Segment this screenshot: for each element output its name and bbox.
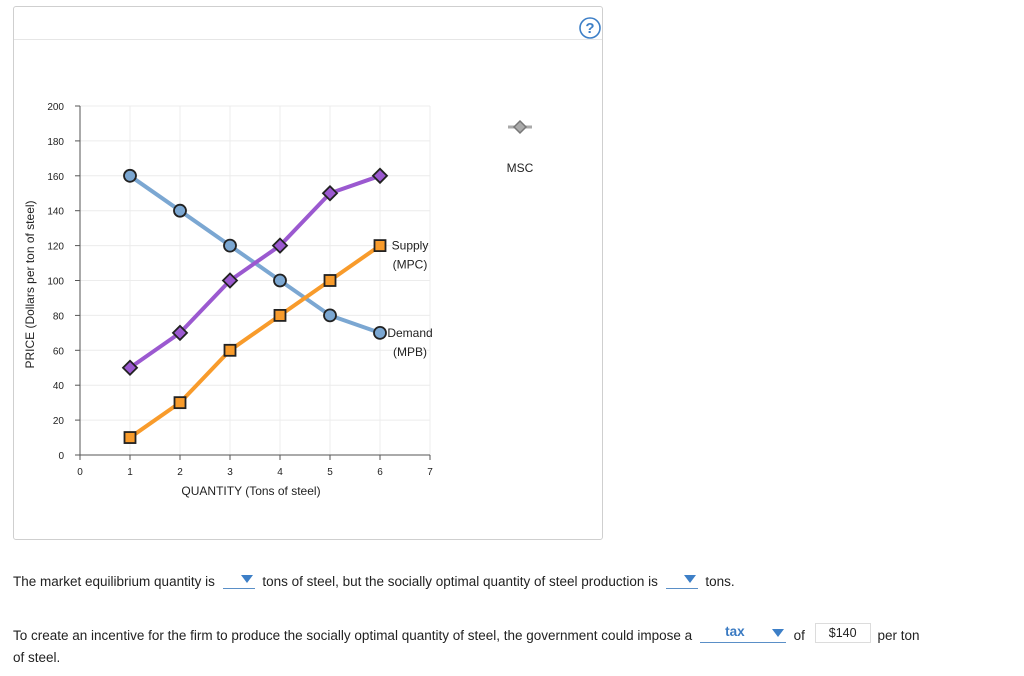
series-line-2[interactable] — [128, 173, 382, 370]
question-line-1: The market equilibrium quantity is tons … — [13, 570, 735, 589]
y-tick-label: 100 — [47, 277, 64, 288]
question-text-2c: per ton — [877, 628, 920, 643]
policy-selected-value: tax — [725, 624, 745, 639]
series-2-point-3[interactable] — [271, 237, 289, 254]
x-tick-label: 4 — [277, 467, 283, 478]
legend-label: MSC — [507, 161, 534, 175]
series-line-1[interactable] — [128, 243, 382, 440]
policy-dropdown[interactable]: tax — [699, 624, 786, 643]
series-label: (MPC) — [393, 258, 428, 272]
y-tick-label: 180 — [47, 137, 64, 148]
legend-diamond-icon[interactable] — [512, 119, 528, 135]
help-icon[interactable]: ? — [579, 17, 601, 39]
series-label: Demand — [387, 326, 432, 340]
series-label: (MPB) — [393, 345, 427, 359]
chart[interactable]: 0 20 40 60 80 100 120 140 160 180 200 0 1 2 3 4 5 6 7 QUANT… — [14, 7, 602, 539]
series-2-point-1[interactable] — [171, 324, 189, 342]
y-axis-label: PRICE (Dollars per ton of steel) — [23, 200, 37, 368]
y-tick-label: 200 — [47, 102, 64, 113]
y-tick-label: 0 — [58, 451, 64, 462]
series-2-point-2[interactable] — [221, 272, 239, 289]
series-1-point-2[interactable] — [223, 343, 237, 357]
x-tick-label: 2 — [177, 467, 183, 478]
question-text-1a: The market equilibrium quantity is — [13, 574, 215, 589]
series-0-point-0[interactable] — [123, 168, 137, 183]
graph-panel: ? 0 20 40 60 80 100 120 140 160 180 200 0 1 2 3 4 5 6 7 QUA… — [13, 6, 603, 540]
series-1-point-1[interactable] — [173, 396, 187, 410]
dropdown-caret-icon — [771, 629, 784, 637]
tax-amount-input[interactable]: $140 — [814, 623, 871, 643]
question-text-1b: tons of steel, but the socially optimal … — [262, 574, 658, 589]
series-0-point-4[interactable] — [323, 308, 337, 323]
y-tick-label: 80 — [53, 311, 65, 322]
question-text-2b: of — [793, 628, 805, 643]
y-tick-label: 20 — [53, 416, 65, 427]
y-tick-label: 120 — [47, 242, 64, 253]
x-tick-label: 0 — [77, 467, 83, 478]
question-text-3: of steel. — [13, 650, 61, 665]
y-tick-label: 40 — [53, 381, 65, 392]
x-tick-label: 3 — [227, 467, 233, 478]
question-text-2a: To create an incentive for the firm to p… — [13, 628, 693, 643]
question-line-3: of steel. — [13, 650, 60, 665]
x-tick-label: 7 — [427, 467, 433, 478]
y-tick-label: 60 — [53, 346, 65, 357]
help-symbol: ? — [585, 20, 594, 37]
series-1-point-0[interactable] — [123, 431, 137, 444]
series-1-point-3[interactable] — [273, 308, 287, 322]
series-1-point-4[interactable] — [323, 274, 337, 287]
x-tick-label: 1 — [127, 467, 133, 478]
series-0-point-3[interactable] — [273, 273, 287, 288]
panel-divider — [14, 39, 602, 40]
y-tick-label: 160 — [47, 172, 64, 183]
question-text-1c: tons. — [705, 574, 735, 589]
series-2-point-5[interactable] — [371, 167, 389, 185]
x-tick-label: 6 — [377, 467, 383, 478]
series-label: Supply — [392, 239, 429, 253]
series-0-point-5[interactable] — [373, 325, 387, 340]
series-2-point-4[interactable] — [321, 184, 339, 202]
series-2-point-0[interactable] — [121, 359, 139, 377]
x-tick-label: 5 — [327, 467, 333, 478]
series-0-point-2[interactable] — [223, 238, 237, 253]
equilibrium-quantity-dropdown[interactable] — [222, 570, 255, 589]
series-line-0[interactable] — [128, 173, 382, 335]
dropdown-caret-icon — [683, 575, 696, 583]
series-1-point-5[interactable] — [373, 239, 387, 253]
x-axis-label: QUANTITY (Tons of steel) — [181, 484, 320, 498]
dropdown-caret-icon — [240, 575, 253, 583]
question-line-2: To create an incentive for the firm to p… — [13, 623, 919, 643]
y-tick-label: 140 — [47, 207, 64, 218]
optimal-quantity-dropdown[interactable] — [665, 570, 698, 589]
series-0-point-1[interactable] — [173, 203, 187, 218]
